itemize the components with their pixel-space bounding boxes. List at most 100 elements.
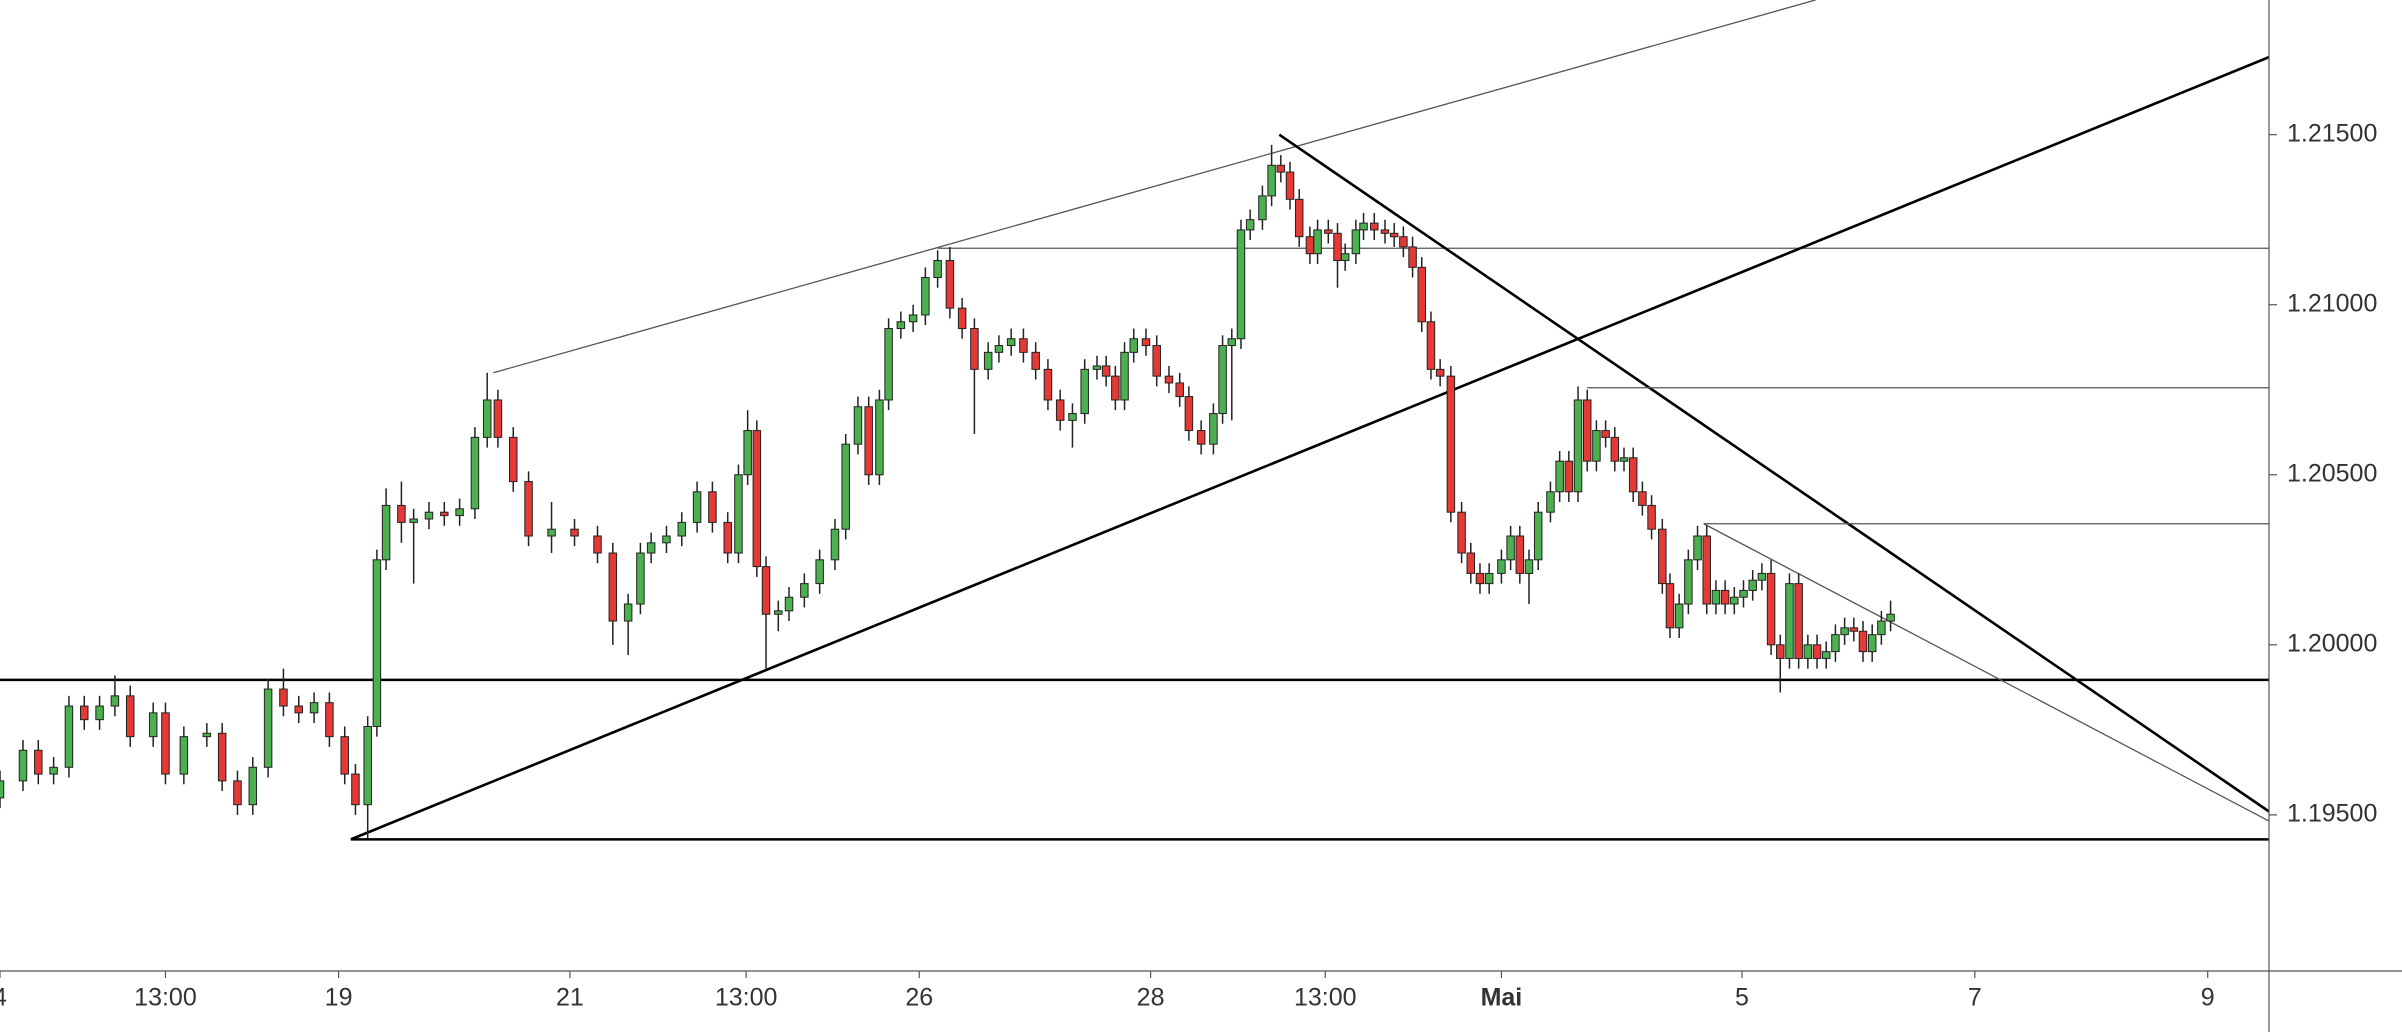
candle-body [1466, 552, 1476, 574]
candle-body [970, 328, 979, 370]
candle-body [1031, 351, 1040, 370]
candle-body [455, 508, 464, 517]
candle-body [1506, 535, 1515, 561]
x-tick-label: 19 [325, 984, 353, 1012]
candle-body [1555, 460, 1564, 493]
candle-body [933, 260, 942, 279]
candle-body [1218, 345, 1227, 415]
candle-body [1305, 236, 1315, 255]
candle-body [263, 688, 273, 768]
candle-body [774, 610, 783, 615]
candle-body [0, 780, 5, 799]
candle-body [1674, 603, 1684, 629]
candle-body [593, 535, 602, 554]
candle-body [80, 705, 89, 721]
candle-body [1209, 413, 1218, 445]
candle-body [1658, 528, 1667, 585]
candle-body [841, 443, 850, 530]
candle-body [148, 712, 158, 738]
candle-body [1766, 572, 1776, 646]
candle-body [340, 736, 349, 775]
candle-body [1484, 572, 1494, 585]
candle-body [853, 406, 863, 445]
candle-body [1665, 583, 1675, 629]
candle-body [1628, 457, 1638, 493]
candle-body [1055, 399, 1065, 421]
candle-body [761, 566, 771, 615]
price-scale-background [2269, 0, 2402, 1032]
candle-body [1776, 644, 1785, 659]
candle-body [815, 559, 824, 585]
candle-body [1258, 195, 1267, 221]
candle-body [1313, 229, 1322, 255]
candle-body [1601, 430, 1610, 438]
candle-body [1426, 321, 1436, 370]
candle-body [1524, 559, 1534, 574]
trend-line-thick [350, 55, 2270, 841]
x-tick-label: 13:00 [134, 984, 197, 1012]
candle-body [217, 732, 227, 782]
candle-body [1111, 375, 1120, 401]
candle-body [1324, 229, 1333, 234]
trend-line-thin [1703, 523, 2270, 822]
candle-body [896, 321, 906, 330]
candle-body [994, 345, 1004, 353]
candle-body [1175, 382, 1184, 398]
y-tick-label: 1.20500 [2287, 459, 2377, 487]
candle-body [1267, 164, 1276, 197]
candle-body [1619, 457, 1629, 462]
candle-body [1435, 368, 1445, 377]
candle-body [1417, 266, 1427, 323]
candle-body [1867, 634, 1877, 653]
trend-line-thin [493, 0, 1816, 374]
candle-body [1399, 236, 1408, 248]
candle-body [1006, 338, 1016, 347]
candle-body [1858, 630, 1868, 653]
x-tick-label: Mai [1481, 984, 1523, 1012]
candle-body [34, 749, 43, 775]
candle-body [646, 542, 656, 554]
candle-body [1294, 198, 1304, 238]
candle-body [1886, 613, 1895, 622]
candle-body [1785, 583, 1794, 659]
candle-body [875, 399, 884, 476]
candle-body [884, 328, 893, 401]
candle-body [1285, 171, 1295, 200]
candle-body [110, 695, 120, 707]
candle-body [49, 766, 58, 775]
candle-body [18, 749, 28, 782]
candle-body [1647, 504, 1656, 530]
candle-body [161, 712, 170, 775]
candle-body [440, 511, 449, 517]
candle-body [1446, 375, 1456, 513]
x-tick-label: 13:00 [1294, 984, 1357, 1012]
candle-body [734, 474, 743, 554]
candle-body [179, 736, 189, 775]
candle-body [1748, 579, 1757, 591]
candle-body [570, 528, 579, 537]
candle-body [1276, 164, 1286, 173]
candle-body [524, 481, 533, 537]
candle-body [470, 436, 480, 510]
candles [0, 144, 1895, 839]
candle-body [945, 260, 955, 309]
candle-body [1092, 365, 1102, 370]
x-tick-label: 28 [1137, 984, 1165, 1012]
candle-body [493, 399, 503, 438]
candle-body [908, 314, 918, 323]
candle-body [1236, 229, 1246, 340]
candle-body [752, 430, 762, 568]
candle-body [1812, 644, 1822, 659]
candle-body [662, 535, 671, 544]
candle-body [1831, 634, 1840, 653]
candle-body [1196, 430, 1206, 445]
candle-body [325, 702, 334, 738]
candle-body [372, 559, 382, 727]
candle-body [547, 528, 556, 537]
candle-body [1711, 589, 1721, 605]
candle-body [1227, 338, 1237, 347]
candle-body [1080, 368, 1089, 415]
candle-body [723, 521, 732, 554]
